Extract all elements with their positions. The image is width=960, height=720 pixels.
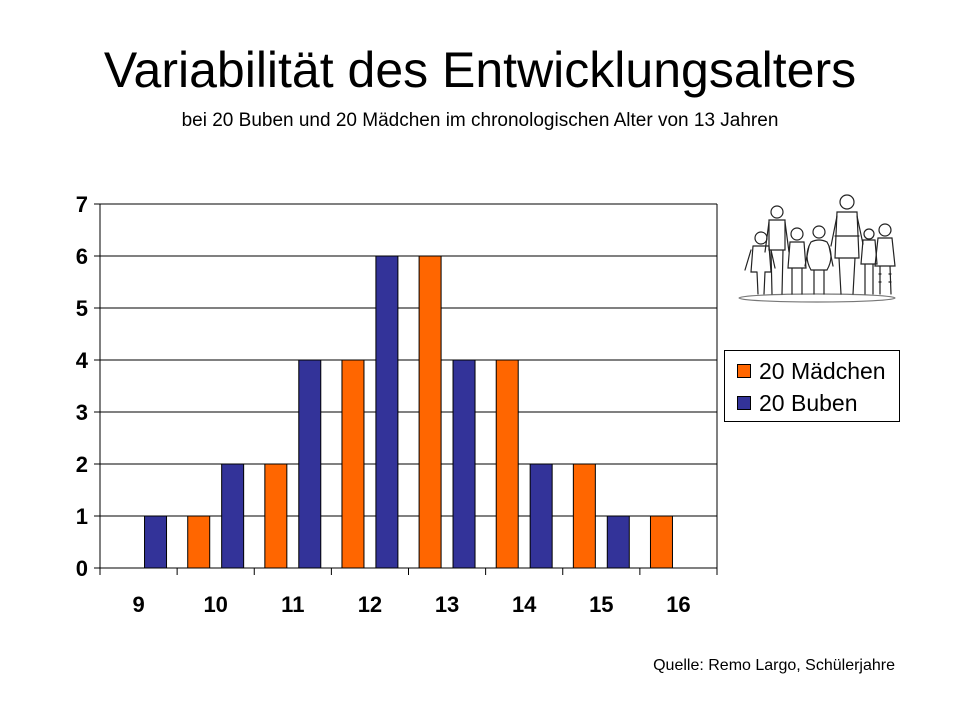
x-tick-label-14: 14 bbox=[512, 592, 537, 617]
x-tick-label-13: 13 bbox=[435, 592, 459, 617]
y-tick-label-0: 0 bbox=[76, 556, 88, 581]
x-tick-label-12: 12 bbox=[358, 592, 382, 617]
y-tick-label-6: 6 bbox=[76, 244, 88, 269]
chart-legend: 20 Mädchen 20 Buben bbox=[724, 350, 900, 422]
bar-maedchen-10 bbox=[264, 463, 288, 569]
bar-buben-14 bbox=[529, 463, 553, 569]
chart-subtitle: bei 20 Buben und 20 Mädchen im chronolog… bbox=[181, 110, 779, 131]
bar-maedchen-15 bbox=[649, 515, 673, 569]
x-tick-label-10: 10 bbox=[203, 592, 227, 617]
y-tick-label-3: 3 bbox=[76, 400, 88, 425]
bar-buben-9 bbox=[144, 515, 168, 569]
legend-item-maedchen: 20 Mädchen bbox=[737, 356, 886, 386]
legend-swatch-buben bbox=[737, 396, 751, 410]
source-note: Quelle: Remo Largo, Schülerjahre bbox=[653, 657, 895, 674]
x-tick-label-15: 15 bbox=[589, 592, 613, 617]
bar-maedchen-9 bbox=[187, 515, 211, 569]
legend-label-buben: 20 Buben bbox=[759, 390, 858, 416]
bar-maedchen-12 bbox=[418, 255, 442, 569]
x-tick-label-9: 9 bbox=[132, 592, 144, 617]
bar-maedchen-14 bbox=[572, 463, 596, 569]
bar-maedchen-11 bbox=[341, 359, 365, 569]
y-tick-label-2: 2 bbox=[76, 452, 88, 477]
bar-maedchen-13 bbox=[495, 359, 519, 569]
x-tick-label-16: 16 bbox=[666, 592, 690, 617]
bar-buben-15 bbox=[606, 515, 630, 569]
y-tick-label-4: 4 bbox=[76, 348, 89, 373]
bar-buben-13 bbox=[452, 359, 476, 569]
legend-label-maedchen: 20 Mädchen bbox=[759, 358, 886, 384]
bar-buben-11 bbox=[298, 359, 322, 569]
chart-title: Variabilität des Entwicklungsalters bbox=[103, 42, 857, 98]
legend-item-buben: 20 Buben bbox=[737, 388, 857, 418]
bar-buben-12 bbox=[375, 255, 399, 569]
x-tick-label-11: 11 bbox=[281, 592, 304, 617]
legend-swatch-maedchen bbox=[737, 364, 751, 378]
bar-buben-10 bbox=[221, 463, 245, 569]
y-tick-label-7: 7 bbox=[76, 192, 88, 217]
y-tick-label-1: 1 bbox=[76, 504, 88, 529]
children-illustration-icon bbox=[738, 194, 896, 303]
y-tick-label-5: 5 bbox=[76, 296, 88, 321]
